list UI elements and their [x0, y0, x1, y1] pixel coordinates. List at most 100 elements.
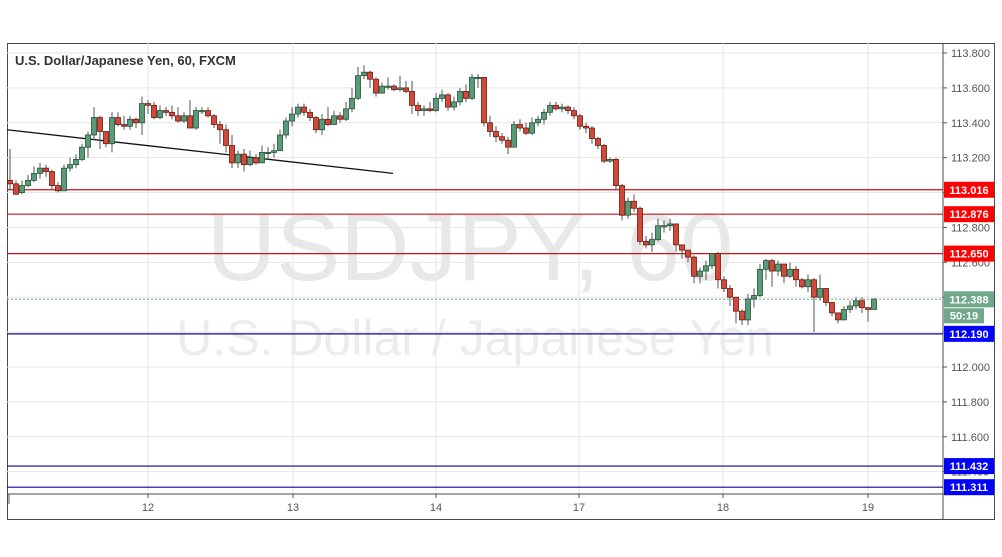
candle-down[interactable]: [307, 111, 313, 118]
candle-down[interactable]: [571, 110, 577, 117]
candle-down[interactable]: [169, 111, 175, 117]
candle-down[interactable]: [829, 302, 835, 314]
candle-down[interactable]: [373, 78, 379, 94]
candle-up[interactable]: [745, 298, 751, 321]
candle-up[interactable]: [343, 108, 349, 120]
candle-down[interactable]: [301, 106, 307, 113]
candle-up[interactable]: [607, 159, 613, 162]
candle-down[interactable]: [337, 115, 343, 120]
candle-up[interactable]: [559, 106, 565, 110]
candle-up[interactable]: [541, 111, 547, 120]
candle-down[interactable]: [727, 288, 733, 298]
candle-up[interactable]: [289, 113, 295, 122]
candle-down[interactable]: [733, 296, 739, 312]
candle-down[interactable]: [55, 185, 61, 192]
candle-up[interactable]: [85, 134, 91, 148]
candle-down[interactable]: [175, 115, 181, 122]
candle-down[interactable]: [781, 263, 787, 277]
candle-down[interactable]: [463, 90, 469, 99]
candle-down[interactable]: [211, 115, 217, 125]
candle-up[interactable]: [451, 101, 457, 108]
candle-up[interactable]: [37, 167, 43, 174]
candle-down[interactable]: [691, 256, 697, 277]
candle-up[interactable]: [247, 157, 253, 166]
candle-up[interactable]: [763, 260, 769, 270]
candle-up[interactable]: [139, 103, 145, 124]
candle-up[interactable]: [91, 117, 97, 136]
candle-down[interactable]: [205, 110, 211, 117]
candle-down[interactable]: [679, 244, 685, 251]
candle-up[interactable]: [61, 167, 67, 192]
candle-up[interactable]: [787, 268, 793, 277]
candle-down[interactable]: [229, 145, 235, 164]
candle-up[interactable]: [421, 108, 427, 111]
candle-up[interactable]: [277, 134, 283, 152]
candle-up[interactable]: [817, 288, 823, 298]
candle-up[interactable]: [457, 90, 463, 103]
candle-down[interactable]: [415, 104, 421, 111]
candle-up[interactable]: [433, 97, 439, 111]
candle-up[interactable]: [703, 265, 709, 272]
candle-down[interactable]: [739, 310, 745, 321]
candle-up[interactable]: [31, 172, 37, 181]
candle-down[interactable]: [859, 300, 865, 309]
candle-down[interactable]: [577, 115, 583, 127]
candle-up[interactable]: [331, 115, 337, 125]
candle-down[interactable]: [163, 110, 169, 113]
candle-down[interactable]: [637, 207, 643, 242]
candle-down[interactable]: [589, 127, 595, 139]
candle-down[interactable]: [583, 125, 589, 129]
candle-down[interactable]: [187, 115, 193, 129]
candle-up[interactable]: [385, 85, 391, 88]
candle-up[interactable]: [355, 75, 361, 99]
candle-up[interactable]: [283, 120, 289, 136]
candle-down[interactable]: [505, 139, 511, 148]
candle-up[interactable]: [871, 298, 877, 310]
candle-down[interactable]: [499, 136, 505, 141]
candle-down[interactable]: [553, 104, 559, 110]
candle-up[interactable]: [19, 185, 25, 193]
candle-down[interactable]: [427, 108, 433, 111]
candle-up[interactable]: [535, 118, 541, 124]
candle-down[interactable]: [325, 118, 331, 125]
candle-down[interactable]: [313, 117, 319, 131]
candle-down[interactable]: [643, 240, 649, 246]
candle-down[interactable]: [115, 117, 121, 125]
candle-up[interactable]: [199, 110, 205, 113]
candle-up[interactable]: [475, 77, 481, 80]
candle-up[interactable]: [379, 85, 385, 94]
candle-down[interactable]: [493, 131, 499, 138]
candle-down[interactable]: [121, 124, 127, 127]
candle-up[interactable]: [847, 305, 853, 310]
candle-up[interactable]: [655, 225, 661, 241]
candle-up[interactable]: [805, 279, 811, 288]
candle-up[interactable]: [547, 104, 553, 113]
candle-up[interactable]: [193, 110, 199, 129]
candle-down[interactable]: [97, 117, 103, 132]
candle-up[interactable]: [841, 309, 847, 321]
candle-down[interactable]: [769, 260, 775, 272]
candle-down[interactable]: [793, 268, 799, 281]
candle-down[interactable]: [715, 253, 721, 281]
candle-down[interactable]: [103, 131, 109, 145]
trendline[interactable]: [6, 129, 394, 175]
candle-down[interactable]: [241, 153, 247, 166]
candle-up[interactable]: [319, 118, 325, 131]
candle-up[interactable]: [697, 270, 703, 277]
candle-down[interactable]: [445, 94, 451, 108]
candle-down[interactable]: [517, 124, 523, 129]
candle-up[interactable]: [271, 150, 277, 153]
candle-down[interactable]: [481, 77, 487, 124]
candle-up[interactable]: [529, 122, 535, 134]
candle-down[interactable]: [673, 223, 679, 246]
candle-up[interactable]: [349, 97, 355, 110]
candle-up[interactable]: [259, 152, 265, 164]
candle-down[interactable]: [133, 118, 139, 124]
candle-up[interactable]: [127, 118, 133, 127]
candle-down[interactable]: [145, 103, 151, 106]
candle-up[interactable]: [661, 225, 667, 228]
candle-up[interactable]: [25, 179, 31, 186]
candle-up[interactable]: [79, 146, 85, 160]
candle-down[interactable]: [391, 85, 397, 91]
